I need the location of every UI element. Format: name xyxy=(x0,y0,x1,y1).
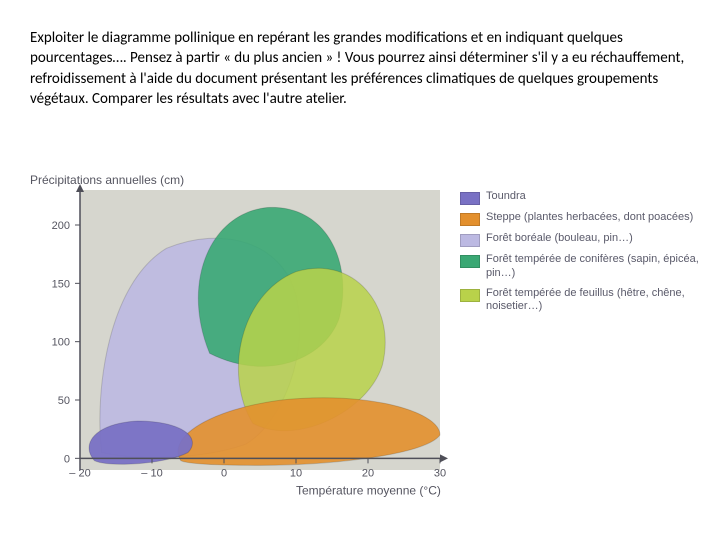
legend-label: Toundra xyxy=(486,190,526,204)
instruction-text: Exploiter le diagramme pollinique en rep… xyxy=(30,28,690,109)
swatch-steppe xyxy=(460,213,480,226)
legend-label: Forêt tempérée de conifères (sapin, épic… xyxy=(486,253,720,281)
legend-item-coniferes: Forêt tempérée de conifères (sapin, épic… xyxy=(460,253,720,281)
y-axis-label: Précipitations annuelles (cm) xyxy=(30,173,184,187)
page: Exploiter le diagramme pollinique en rep… xyxy=(0,0,720,540)
y-ticks: 0 50 100 150 200 xyxy=(52,220,80,465)
svg-text:10: 10 xyxy=(290,467,302,479)
x-axis-label: Température moyenne (°C) xyxy=(296,483,441,497)
svg-text:30: 30 xyxy=(434,467,446,479)
svg-text:0: 0 xyxy=(64,453,70,465)
chart-svg: – 20 – 10 0 10 20 30 0 50 100 150 200 Température… xyxy=(10,170,460,510)
legend-item-feuillus: Forêt tempérée de feuillus (hêtre, chêne… xyxy=(460,287,720,315)
swatch-feuillus xyxy=(460,289,480,302)
svg-text:0: 0 xyxy=(221,467,227,479)
svg-text:100: 100 xyxy=(52,337,70,349)
legend-label: Steppe (plantes herbacées, dont poacées) xyxy=(486,211,693,225)
legend-item-steppe: Steppe (plantes herbacées, dont poacées) xyxy=(460,211,720,226)
svg-text:50: 50 xyxy=(58,395,70,407)
legend-item-toundra: Toundra xyxy=(460,190,720,205)
svg-text:200: 200 xyxy=(52,220,70,232)
svg-text:150: 150 xyxy=(52,278,70,290)
legend: Toundra Steppe (plantes herbacées, dont … xyxy=(460,190,720,320)
legend-label: Forêt boréale (bouleau, pin…) xyxy=(486,232,633,246)
svg-text:– 20: – 20 xyxy=(69,467,90,479)
svg-text:– 10: – 10 xyxy=(141,467,162,479)
swatch-coniferes xyxy=(460,255,480,268)
svg-text:20: 20 xyxy=(362,467,374,479)
swatch-boreale xyxy=(460,234,480,247)
climate-diagram: – 20 – 10 0 10 20 30 0 50 100 150 200 Température… xyxy=(10,170,710,530)
swatch-toundra xyxy=(460,192,480,205)
legend-item-boreale: Forêt boréale (bouleau, pin…) xyxy=(460,232,720,247)
legend-label: Forêt tempérée de feuillus (hêtre, chêne… xyxy=(486,287,720,315)
